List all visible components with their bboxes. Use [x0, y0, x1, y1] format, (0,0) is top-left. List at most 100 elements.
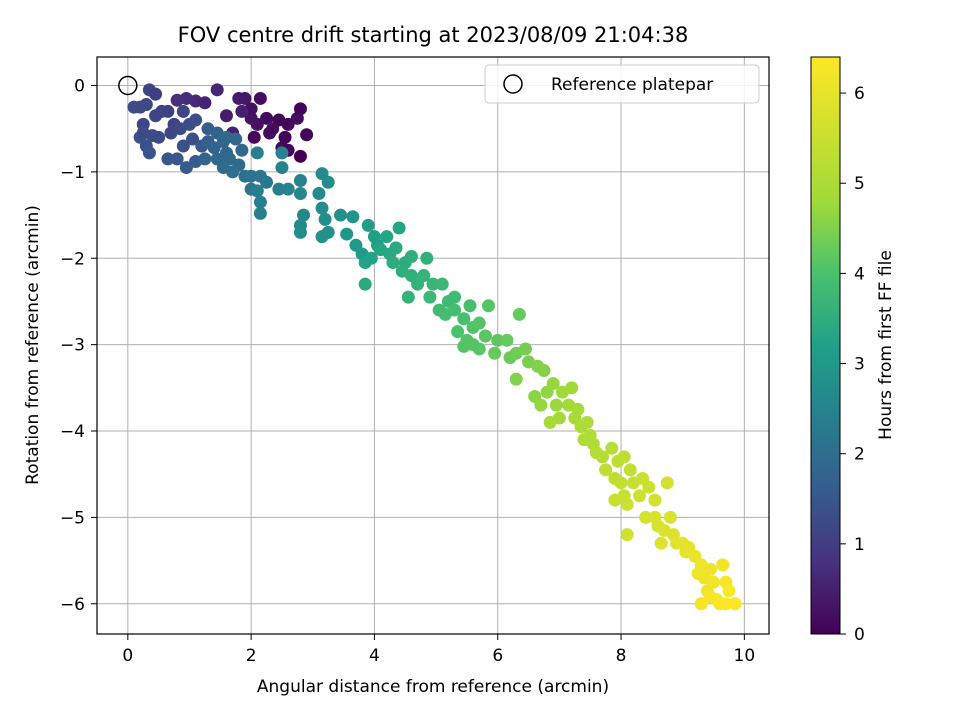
data-point	[500, 333, 514, 347]
data-point	[423, 290, 437, 304]
data-point	[297, 208, 311, 222]
data-point	[648, 493, 662, 507]
legend-entry-reference-platepar: Reference platepar	[551, 75, 713, 95]
data-point	[315, 201, 329, 215]
data-point	[275, 146, 289, 160]
data-point	[293, 225, 307, 239]
data-point	[512, 307, 526, 321]
colorbar-ticks: 0 1 2 3 4 5 6	[840, 84, 865, 645]
data-point	[374, 243, 388, 257]
data-point	[361, 218, 375, 232]
y-axis-label: Rotation from reference (arcmin)	[23, 205, 43, 485]
data-point	[300, 128, 314, 142]
data-point	[703, 562, 717, 576]
data-point	[623, 463, 637, 477]
data-point	[210, 83, 224, 97]
data-point	[663, 510, 677, 524]
data-point	[633, 489, 647, 503]
data-point	[642, 480, 656, 494]
data-point	[219, 130, 233, 144]
data-point	[401, 290, 415, 304]
data-point	[380, 230, 394, 244]
data-point	[247, 130, 261, 144]
data-point	[186, 132, 200, 146]
data-point	[457, 339, 471, 353]
x-tick-label: 4	[369, 646, 380, 666]
data-point	[170, 152, 184, 166]
colorbar-tick-label: 2	[854, 445, 865, 465]
data-point	[549, 398, 563, 412]
data-point	[435, 277, 449, 291]
data-point	[426, 277, 440, 291]
data-point	[176, 139, 190, 153]
y-tick-label: −1	[60, 163, 85, 183]
data-point	[420, 251, 434, 265]
data-point	[654, 536, 668, 550]
data-point	[244, 169, 258, 183]
data-point	[235, 143, 249, 157]
x-tick-label: 10	[734, 646, 756, 666]
data-point	[312, 186, 326, 200]
data-point	[293, 149, 307, 163]
data-point	[417, 269, 431, 283]
y-tick-label: −5	[60, 508, 85, 528]
legend-box	[484, 64, 760, 104]
data-point	[358, 277, 372, 291]
data-point	[253, 206, 267, 220]
data-point	[722, 584, 736, 598]
data-point	[599, 463, 613, 477]
data-point	[170, 93, 184, 107]
data-point	[315, 167, 329, 181]
data-point	[281, 182, 295, 196]
y-tick-label: −6	[60, 595, 85, 615]
x-tick-label: 2	[246, 646, 257, 666]
data-point	[389, 241, 403, 255]
data-point	[244, 111, 258, 125]
data-point	[272, 182, 286, 196]
data-point	[478, 329, 492, 343]
colorbar-label: Hours from first FF file	[876, 250, 896, 440]
colorbar-tick-label: 1	[854, 535, 865, 555]
colorbar-tick-label: 6	[854, 84, 865, 104]
data-point	[250, 146, 264, 160]
data-points	[127, 83, 742, 611]
colorbar-tick-label: 3	[854, 355, 865, 375]
data-point	[448, 290, 462, 304]
data-point	[275, 161, 289, 175]
data-point	[404, 250, 418, 264]
data-point	[189, 113, 203, 127]
data-point	[620, 528, 634, 542]
data-point	[639, 510, 653, 524]
data-point	[155, 104, 169, 118]
data-point	[263, 126, 277, 140]
data-point	[565, 381, 579, 395]
data-point	[250, 184, 264, 198]
x-axis-ticks: 0 2 4 6 8 10	[122, 634, 755, 666]
y-tick-label: −2	[60, 249, 85, 269]
data-point	[386, 256, 400, 270]
x-tick-label: 6	[492, 646, 503, 666]
data-point	[176, 104, 190, 118]
data-point	[596, 450, 610, 464]
data-point	[334, 208, 348, 222]
data-point	[491, 333, 505, 347]
data-point	[346, 210, 360, 224]
y-tick-label: −3	[60, 336, 85, 356]
data-point	[340, 227, 354, 241]
data-point	[207, 141, 221, 155]
data-point	[133, 100, 147, 114]
legend-marker-icon	[503, 74, 523, 94]
data-point	[457, 312, 471, 326]
data-point	[179, 161, 193, 175]
data-point	[281, 117, 295, 131]
grid-lines	[97, 57, 769, 634]
data-point	[198, 96, 212, 110]
data-point	[219, 109, 233, 123]
data-point	[703, 590, 717, 604]
data-point	[543, 415, 557, 429]
colorbar-gradient	[810, 56, 841, 635]
data-point	[716, 558, 730, 572]
data-point	[534, 398, 548, 412]
data-point	[620, 497, 634, 511]
